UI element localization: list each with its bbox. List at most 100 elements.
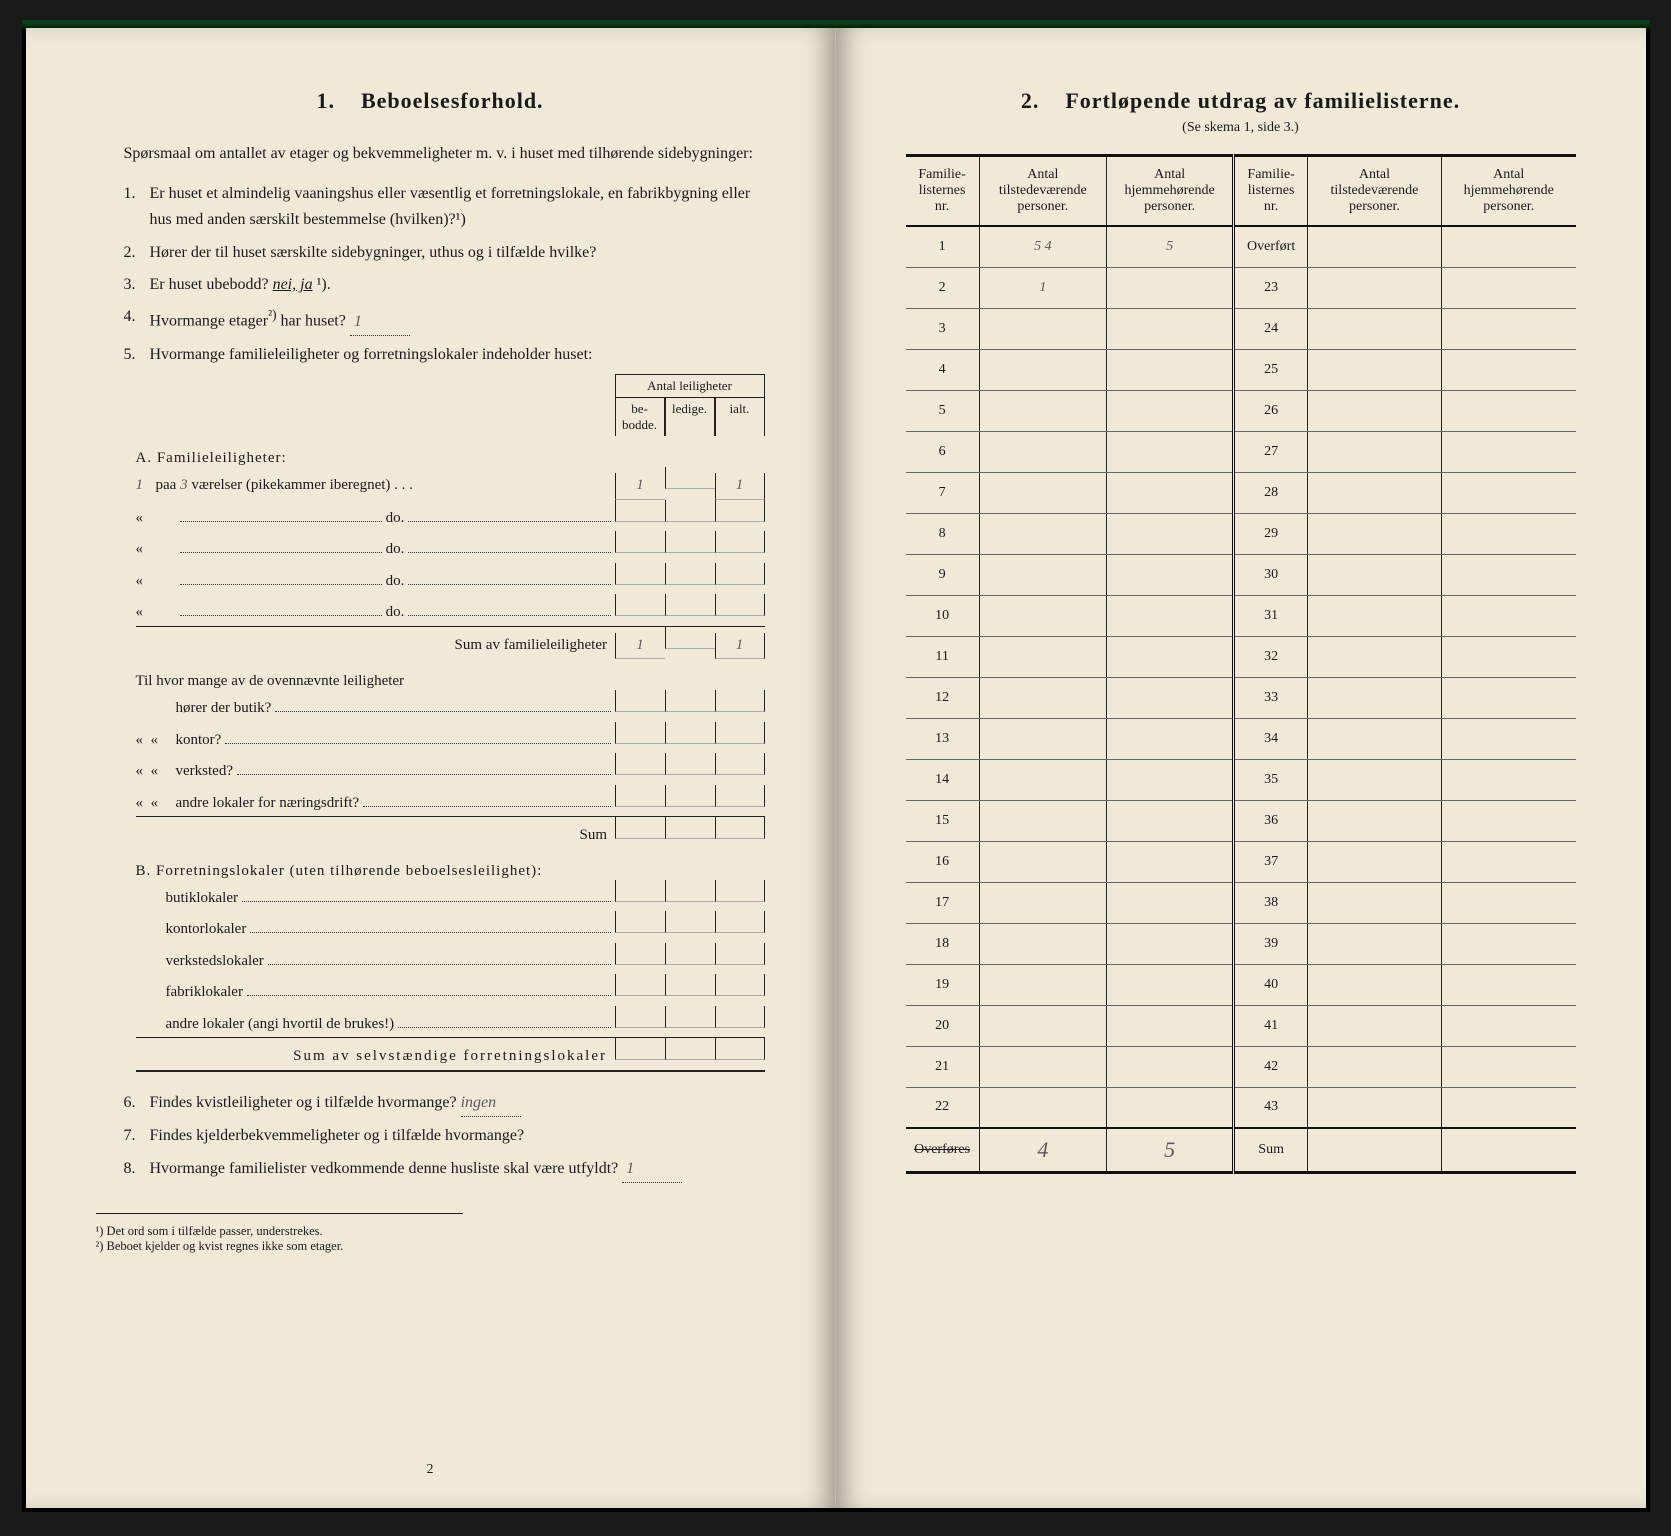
table-row: 1637 (906, 841, 1576, 882)
A-title: A. Familieleiligheter: (136, 450, 765, 467)
q2-num: 2. (124, 240, 150, 266)
cell-hjem-left (1106, 308, 1233, 349)
cell-til-right (1307, 390, 1441, 431)
section-2-subtitle: (Se skema 1, side 3.) (906, 120, 1576, 136)
cell-nr-left: 13 (906, 718, 980, 759)
cell-til-right (1307, 349, 1441, 390)
cell-hjem-right (1441, 636, 1575, 677)
document-spread: 1. Beboelsesforhold. Spørsmaal om antall… (22, 20, 1650, 1512)
cell-nr-right: 29 (1234, 513, 1308, 554)
table-sum-row: Overføres45Sum (906, 1128, 1576, 1173)
cell-hjem-left (1106, 1005, 1233, 1046)
mini-table-header-row2: be-bodde. ledige. ialt. (96, 397, 765, 436)
cell-til-left: 5 4 (979, 226, 1106, 267)
question-list: 1. Er huset et almindelig vaaningshus el… (96, 181, 765, 369)
cell-nr-left: 4 (906, 349, 980, 390)
question-4: 4. Hvormange etager²) har huset? 1 (124, 304, 765, 336)
cell-nr-right: 24 (1234, 308, 1308, 349)
table-row: 526 (906, 390, 1576, 431)
cell-til-left (979, 513, 1106, 554)
cell-hjem-left (1106, 759, 1233, 800)
q2-text: Hører der til huset særskilte sidebygnin… (150, 240, 765, 266)
cell-hjem-left (1106, 964, 1233, 1005)
mini-header-span: Antal leiligheter (615, 374, 765, 397)
cell-til-right (1307, 882, 1441, 923)
cell-til-right (1307, 472, 1441, 513)
cell-hjem-right (1441, 554, 1575, 595)
cell-til-left (979, 431, 1106, 472)
cell-til-left (979, 964, 1106, 1005)
q1-num: 1. (124, 181, 150, 234)
cell-hjem-right (1441, 759, 1575, 800)
question-1: 1. Er huset et almindelig vaaningshus el… (124, 181, 765, 234)
table-row: 2142 (906, 1046, 1576, 1087)
table-row: 1334 (906, 718, 1576, 759)
cell-nr-left: 9 (906, 554, 980, 595)
cell-nr-right: 25 (1234, 349, 1308, 390)
cell-nr-left: 20 (906, 1005, 980, 1046)
footnote-1: ¹) Det ord som i tilfælde passer, unders… (96, 1224, 464, 1239)
cell-til-right (1307, 923, 1441, 964)
A-sub-sum: Sum (136, 816, 765, 849)
th-nr-left: Familie-listernes nr. (906, 156, 980, 227)
cell-til-right (1307, 759, 1441, 800)
cell-til-left (979, 554, 1106, 595)
A-prefix-hand: 1 (136, 473, 156, 499)
table-row: 1536 (906, 800, 1576, 841)
cell-hjem-right (1441, 923, 1575, 964)
intro-text: Spørsmaal om antallet av etager og bekve… (96, 142, 765, 167)
footnotes: ¹) Det ord som i tilfælde passer, unders… (96, 1213, 464, 1254)
cell-nr-left: 21 (906, 1046, 980, 1087)
table-row: 4 25 (906, 349, 1576, 390)
table-row: 2041 (906, 1005, 1576, 1046)
cell-hjem-left (1106, 595, 1233, 636)
cell-nr-left: 22 (906, 1087, 980, 1128)
A1-bebodde: 1 (615, 473, 665, 500)
B-title: B. Forretningslokaler (uten tilhørende b… (136, 863, 765, 880)
cell-hjem-left (1106, 390, 1233, 431)
A-sub-1: hører der butik? (136, 690, 765, 722)
cell-nr-left: 2 (906, 267, 980, 308)
th-nr-right: Familie-listernes nr. (1234, 156, 1308, 227)
cell-nr-left: 10 (906, 595, 980, 636)
table-row: 1233 (906, 677, 1576, 718)
question-5: 5. Hvormange familieleiligheter og forre… (124, 342, 765, 368)
A-line1-rest: værelser (pikekammer iberegnet) . . . (191, 473, 413, 499)
cell-ov-til: 4 (979, 1128, 1106, 1173)
question-8: 8. Hvormange familielister vedkommende d… (124, 1156, 765, 1183)
q8-num: 8. (124, 1156, 150, 1183)
A-sub-2: « «kontor? (136, 722, 765, 754)
mini-h-bebodde: be-bodde. (615, 397, 665, 436)
table-row: 1031 (906, 595, 1576, 636)
mini-h-ialt: ialt. (715, 397, 765, 436)
q7-text: Findes kjelderbekvemmeligheter og i tilf… (150, 1123, 765, 1149)
cell-hjem-left (1106, 431, 1233, 472)
cell-sum-til (1307, 1128, 1441, 1173)
cell-nr-right: 35 (1234, 759, 1308, 800)
A-sub-3: « «verksted? (136, 753, 765, 785)
cell-til-right (1307, 226, 1441, 267)
q8-text: Hvormange familielister vedkommende denn… (150, 1156, 765, 1183)
cell-nr-left: 8 (906, 513, 980, 554)
cell-hjem-right (1441, 390, 1575, 431)
th-til-left: Antal tilstedeværende personer. (979, 156, 1106, 227)
left-page: 1. Beboelsesforhold. Spørsmaal om antall… (26, 28, 836, 1508)
table-row: 1132 (906, 636, 1576, 677)
q4-num: 4. (124, 304, 150, 336)
cell-nr-right: 38 (1234, 882, 1308, 923)
cell-nr-left: 12 (906, 677, 980, 718)
cell-hjem-right (1441, 595, 1575, 636)
cell-til-right (1307, 800, 1441, 841)
A-row-2: «do. (136, 500, 765, 532)
page-number: 2 (427, 1462, 434, 1478)
table-row: 1738 (906, 882, 1576, 923)
cell-hjem-left: 5 (1106, 226, 1233, 267)
table-row: 8 29 (906, 513, 1576, 554)
cell-nr-right: Overført (1234, 226, 1308, 267)
table-row: 2243 (906, 1087, 1576, 1128)
cell-til-left (979, 882, 1106, 923)
B-row-4: fabriklokaler (136, 974, 765, 1006)
footnote-2: ²) Beboet kjelder og kvist regnes ikke s… (96, 1239, 464, 1254)
cell-hjem-right (1441, 267, 1575, 308)
q3-italic: nei, ja (273, 276, 313, 293)
